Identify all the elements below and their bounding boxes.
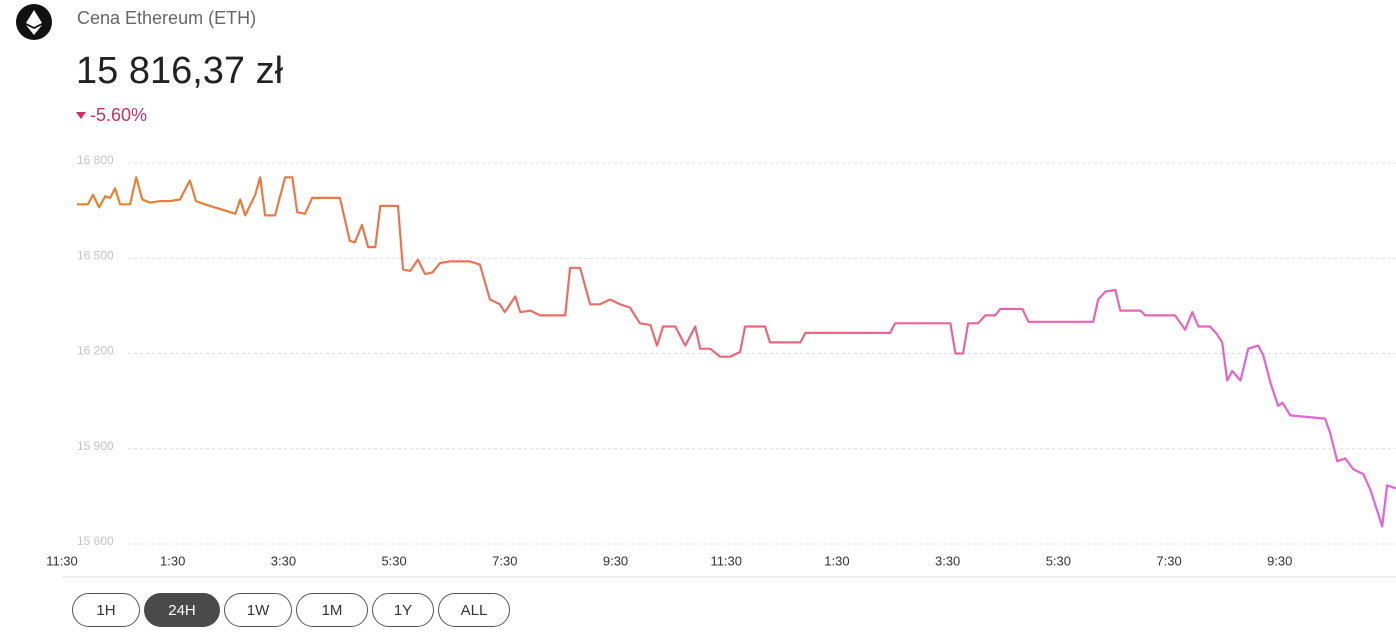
range-button[interactable]: 1H [72, 593, 140, 627]
title: Cena Ethereum (ETH) [77, 8, 256, 28]
x-tick-label: 5:30 [1046, 553, 1071, 568]
chart: Cena Ethereum (ETH) 15 816,37 zł -5.60% … [16, 4, 1396, 578]
y-tick-label: 16 800 [77, 153, 114, 167]
eth-icon-top [26, 10, 42, 27]
range-button[interactable]: 1M [296, 593, 368, 627]
range-button[interactable]: 1Y [372, 593, 434, 627]
down-icon [76, 112, 86, 119]
y-tick-label: 15 600 [77, 534, 114, 548]
price-line [76, 176, 1396, 528]
y-tick-label: 16 200 [77, 344, 114, 358]
x-tick-label: 11:30 [46, 553, 78, 568]
y-tick-label: 16 500 [77, 248, 114, 262]
x-tick-label: 3:30 [271, 553, 296, 568]
x-tick-label: 5:30 [381, 553, 406, 568]
x-tick-label: 7:30 [1156, 553, 1181, 568]
x-tick-label: 3:30 [935, 553, 960, 568]
x-tick-label: 1:30 [824, 553, 849, 568]
x-tick-label: 1:30 [160, 553, 185, 568]
x-tick-label: 9:30 [603, 553, 628, 568]
y-tick-label: 15 900 [77, 439, 114, 453]
x-tick-label: 9:30 [1267, 553, 1292, 568]
eth-icon-bottom [26, 25, 42, 35]
range-button[interactable]: 1W [224, 593, 292, 627]
change: -5.60% [90, 105, 147, 125]
price: 15 816,37 zł [76, 50, 284, 92]
x-tick-label: 11:30 [710, 553, 742, 568]
x-tick-label: 7:30 [492, 553, 517, 568]
range-button[interactable]: ALL [438, 593, 510, 627]
range-button[interactable]: 24H [144, 593, 220, 627]
